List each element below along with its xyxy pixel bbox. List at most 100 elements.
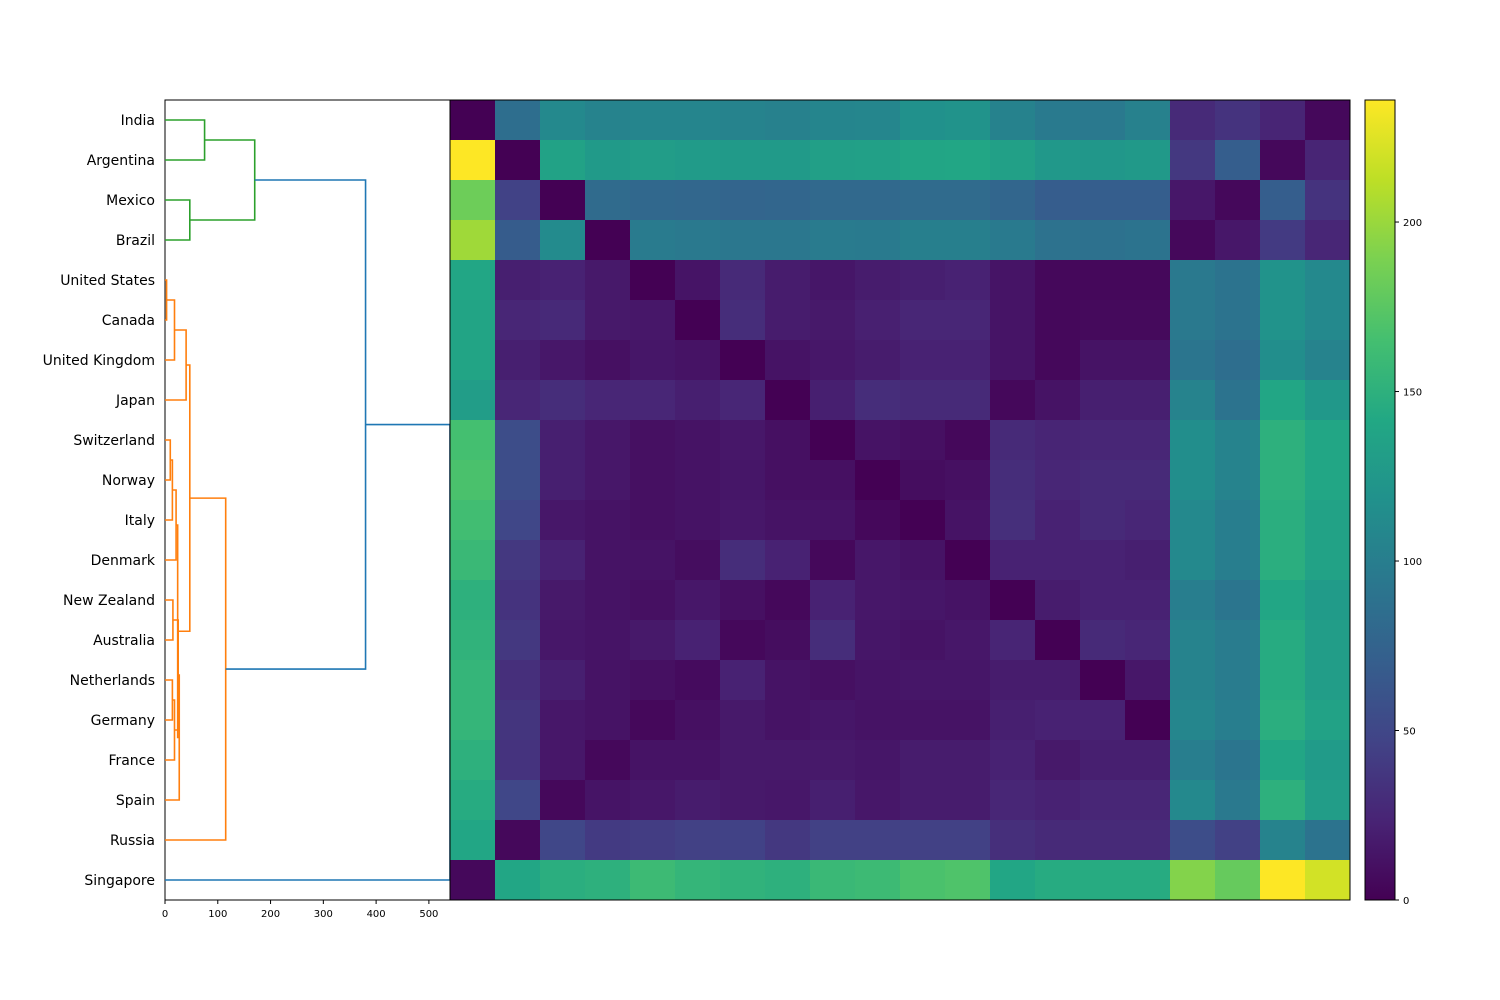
heatmap-cell [1035,140,1081,181]
heatmap-cell [720,180,766,221]
heatmap-cell [900,820,946,861]
heatmap-cell [855,820,901,861]
heatmap-cell [540,580,586,621]
heatmap-cell [1080,300,1126,341]
heatmap-cell [855,380,901,421]
heatmap-cell [900,340,946,381]
heatmap-cell [1125,380,1171,421]
heatmap-cell [765,660,811,701]
heatmap-cell [1215,220,1261,261]
heatmap-cell [630,420,676,461]
heatmap-cell [495,740,541,781]
heatmap-cell [765,580,811,621]
heatmap-cell [450,340,496,381]
heatmap-cell [1215,820,1261,861]
heatmap-cell [540,220,586,261]
row-label-argentina: Argentina [87,153,155,169]
heatmap-cell [1260,500,1306,541]
heatmap-cell [1125,180,1171,221]
heatmap-cell [540,780,586,821]
heatmap-cell [765,540,811,581]
heatmap-cell [1170,660,1216,701]
heatmap-cell [720,580,766,621]
heatmap-cell [1170,820,1216,861]
heatmap-cell [540,460,586,501]
heatmap-cell [585,460,631,501]
row-label-netherlands: Netherlands [70,673,155,689]
heatmap-cell [1035,820,1081,861]
heatmap-cell [450,180,496,221]
heatmap-cell [765,820,811,861]
heatmap-cell [540,340,586,381]
heatmap-cell [675,820,721,861]
heatmap-cell [900,620,946,661]
heatmap-cell [585,220,631,261]
heatmap-cell [630,380,676,421]
heatmap-cell [1215,100,1261,141]
heatmap-cell [495,140,541,181]
dendrogram-link [165,679,174,721]
heatmap-cell [1125,780,1171,821]
row-label-italy: Italy [125,513,155,529]
heatmap-cell [585,180,631,221]
heatmap-cell [1260,300,1306,341]
heatmap-cell [1125,660,1171,701]
heatmap-cell [1035,660,1081,701]
heatmap-cell [1305,100,1351,141]
heatmap-cell [1305,860,1351,901]
row-label-mexico: Mexico [106,193,155,209]
heatmap-cell [1170,340,1216,381]
heatmap-cell [900,420,946,461]
heatmap-cell [495,500,541,541]
heatmap-cell [1215,700,1261,741]
heatmap-cell [900,180,946,221]
heatmap-cell [900,380,946,421]
heatmap-cell [585,380,631,421]
heatmap-cell [1260,540,1306,581]
heatmap-cell [855,100,901,141]
heatmap-cell [1170,580,1216,621]
row-label-norway: Norway [102,473,155,489]
heatmap-cell [1170,100,1216,141]
heatmap-cell [585,540,631,581]
heatmap-cell [1080,100,1126,141]
heatmap-cell [765,420,811,461]
heatmap-cell [540,820,586,861]
heatmap-cell [450,540,496,581]
heatmap-cell [495,100,541,141]
heatmap-cell [495,460,541,501]
heatmap-cell [585,580,631,621]
heatmap-cell [855,500,901,541]
dendrogram-tick-label: 100 [208,909,227,920]
heatmap-cell [585,260,631,301]
heatmap-cell [855,260,901,301]
heatmap-cell [630,100,676,141]
heatmap-cell [990,700,1036,741]
heatmap-cell [810,860,856,901]
heatmap-cell [1170,220,1216,261]
heatmap-frame [449,99,1351,901]
heatmap-cell [810,820,856,861]
heatmap-cell [1305,700,1351,741]
colorbar-gradient [1365,100,1395,900]
heatmap-cell [1080,620,1126,661]
heatmap-cell [945,140,991,181]
row-label-india: India [121,113,155,129]
heatmap-cell [765,180,811,221]
heatmap-cell [1080,220,1126,261]
heatmap-cell [720,500,766,541]
heatmap-cell [1305,540,1351,581]
heatmap-cell [1215,260,1261,301]
heatmap-cell [450,220,496,261]
heatmap-cell [1035,780,1081,821]
heatmap-cell [720,820,766,861]
heatmap-cell [1125,580,1171,621]
heatmap-cell [990,500,1036,541]
heatmap-cell [990,380,1036,421]
heatmap-cell [990,820,1036,861]
heatmap-cell [1305,380,1351,421]
heatmap-cell [855,420,901,461]
heatmap-cell [1305,500,1351,541]
heatmap-cell [810,660,856,701]
heatmap-cell [900,700,946,741]
